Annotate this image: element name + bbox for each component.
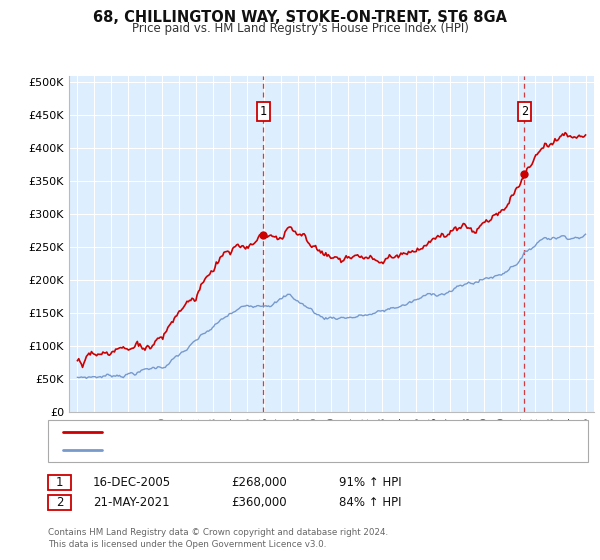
Text: 68, CHILLINGTON WAY, STOKE-ON-TRENT, ST6 8GA: 68, CHILLINGTON WAY, STOKE-ON-TRENT, ST6… bbox=[93, 10, 507, 25]
Text: 1: 1 bbox=[56, 476, 63, 489]
Text: 91% ↑ HPI: 91% ↑ HPI bbox=[339, 476, 401, 489]
Text: 84% ↑ HPI: 84% ↑ HPI bbox=[339, 496, 401, 509]
Text: Contains HM Land Registry data © Crown copyright and database right 2024.
This d: Contains HM Land Registry data © Crown c… bbox=[48, 528, 388, 549]
Text: 1: 1 bbox=[260, 105, 266, 118]
Text: Price paid vs. HM Land Registry's House Price Index (HPI): Price paid vs. HM Land Registry's House … bbox=[131, 22, 469, 35]
Text: 16-DEC-2005: 16-DEC-2005 bbox=[93, 476, 171, 489]
Text: £360,000: £360,000 bbox=[231, 496, 287, 509]
Text: 2: 2 bbox=[56, 496, 63, 509]
Text: 2: 2 bbox=[521, 105, 528, 118]
Text: 21-MAY-2021: 21-MAY-2021 bbox=[93, 496, 170, 509]
Text: HPI: Average price, detached house, Stoke-on-Trent: HPI: Average price, detached house, Stok… bbox=[108, 445, 389, 455]
Text: 68, CHILLINGTON WAY, STOKE-ON-TRENT, ST6 8GA (detached house): 68, CHILLINGTON WAY, STOKE-ON-TRENT, ST6… bbox=[108, 427, 485, 437]
Text: £268,000: £268,000 bbox=[231, 476, 287, 489]
